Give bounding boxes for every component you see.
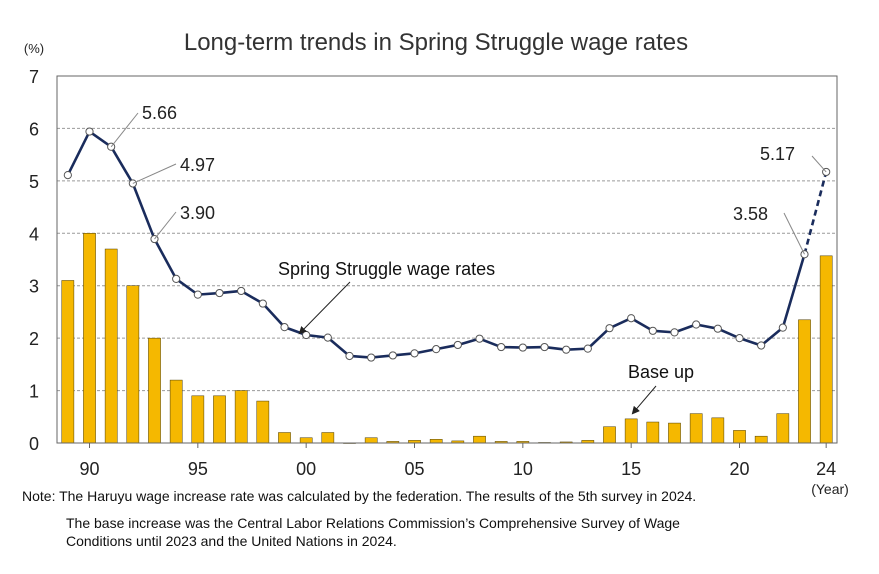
line-point [627,314,636,323]
x-tick-label: 90 [79,459,99,479]
chart-title: Long-term trends in Spring Struggle wage… [184,29,688,56]
line-point [280,323,289,332]
bar-base-up [668,422,681,444]
line-point [692,320,701,329]
series-line-dashed-segment [803,171,828,255]
y-tick-label: 2 [29,329,39,349]
line-point [193,290,202,299]
y-tick-label: 7 [29,67,39,87]
x-tick-label: 10 [513,459,533,479]
line-point [410,349,419,358]
line-point [63,170,72,180]
series-label-arrow [298,281,351,335]
bar-base-up [364,437,378,444]
annotation-leader [154,211,177,240]
line-point [605,324,614,333]
x-tick-label: 05 [404,459,424,479]
y-tick-label: 0 [29,434,39,454]
bar-base-up [733,430,746,444]
bar-base-up [213,395,226,444]
annotation-value: 3.90 [180,203,215,223]
bar-base-up [278,432,291,444]
line-point [648,326,657,335]
bar-base-up [776,413,790,444]
bar-base-up [234,390,248,444]
line-point [85,127,94,136]
line-point [215,288,224,298]
line-point [367,353,376,362]
plot-frame [56,75,838,444]
y-tick-label: 6 [29,119,39,139]
line-point [540,342,549,352]
chart: Long-term trends in Spring Struggle wage… [24,29,849,497]
bar-base-up [603,426,616,444]
bar-base-up [104,248,118,444]
bar-base-up [126,285,140,444]
series-label-arrow [631,385,657,415]
line-point [237,286,246,296]
x-tick-label: 95 [188,459,208,479]
annotation-value: 4.97 [180,155,215,175]
bar-base-up [819,255,833,444]
bar-base-up [646,421,660,444]
y-tick-label: 5 [29,172,39,192]
line-point [475,334,484,343]
line-point [757,341,766,350]
bar-base-up [754,435,768,444]
line-point [670,328,679,337]
annotation-value: 5.17 [760,144,795,164]
annotation-leader [110,112,139,148]
x-tick-label: 24 [816,459,836,479]
series-label-wage-rates: Spring Struggle wage rates [278,259,495,279]
note-line-2: The base increase was the Central Labor … [66,515,680,531]
annotation-leader [132,163,177,184]
line-point [518,343,527,352]
line-point [388,351,397,360]
bar-base-up [689,413,703,444]
line-point [302,330,311,340]
y-tick-label: 1 [29,382,39,402]
annotation-leader [811,155,827,173]
y-tick-label: 4 [29,224,39,244]
bar-base-up [321,432,335,444]
bar-base-up [148,337,161,444]
x-unit-label: (Year) [811,481,849,497]
y-unit-label: (%) [24,41,44,56]
note-line-3: Conditions until 2023 and the United Nat… [66,533,397,549]
line-point [497,342,506,352]
bar-base-up [169,379,183,444]
bar-base-up [299,437,313,444]
annotation-leader [783,212,805,255]
y-tick-label: 3 [29,277,39,297]
line-point [258,299,267,308]
line-point [735,334,744,343]
line-point [778,323,787,332]
bar-base-up [711,417,725,444]
annotation-value: 5.66 [142,103,177,123]
note-line-1: Note: The Haruyu wage increase rate was … [22,488,697,504]
bar-base-up [61,280,75,444]
x-tick-label: 20 [729,459,749,479]
bar-base-up [256,400,270,444]
line-point [583,344,592,353]
bar-base-up [191,395,205,444]
line-point [345,351,354,361]
bar-base-up [83,233,96,444]
bar-base-up [429,439,443,444]
bar-base-up [473,435,486,444]
line-point [713,324,722,333]
line-point [432,345,441,354]
bar-base-up [798,319,811,444]
line-point [128,179,137,188]
x-tick-label: 15 [621,459,641,479]
x-tick-label: 00 [296,459,316,479]
line-point [453,340,462,350]
annotation-value: 3.58 [733,204,768,224]
series-label-base-up: Base up [628,362,694,382]
line-point [172,274,181,283]
bar-base-up [624,418,638,444]
line-point [562,345,571,354]
line-point [323,333,332,342]
